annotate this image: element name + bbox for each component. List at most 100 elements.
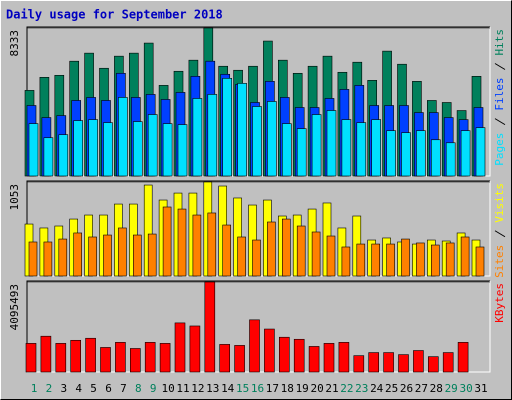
legend-label: Sites <box>493 245 506 278</box>
bar <box>192 98 203 177</box>
bar <box>207 94 218 177</box>
bar <box>103 234 112 277</box>
x-tick-label: 23 <box>355 382 368 395</box>
bar <box>416 242 425 277</box>
bar <box>177 124 188 177</box>
bar <box>222 224 231 277</box>
bar <box>162 206 172 277</box>
bar <box>311 231 321 277</box>
bar <box>237 83 247 177</box>
bar <box>207 212 217 277</box>
x-tick-label: 15 <box>236 382 249 395</box>
x-tick-label: 31 <box>474 382 487 395</box>
bar <box>174 322 186 373</box>
y-tick-label: 1053 <box>8 184 21 211</box>
bar <box>234 345 245 373</box>
bar <box>311 114 322 177</box>
bar <box>147 233 157 277</box>
x-tick-label: 6 <box>105 382 112 395</box>
x-tick-label: 13 <box>206 382 219 395</box>
bar <box>147 114 158 177</box>
bar <box>219 344 230 373</box>
x-tick-label: 20 <box>310 382 323 395</box>
bar <box>264 328 275 373</box>
x-tick-label: 25 <box>385 382 398 395</box>
bar <box>475 127 486 177</box>
legend: Hits Files Pages <box>493 29 506 166</box>
bar <box>371 119 382 177</box>
bar <box>368 352 380 373</box>
x-tick-label: 3 <box>60 382 67 395</box>
bar <box>356 122 367 177</box>
bar <box>398 354 409 373</box>
bar <box>323 343 335 373</box>
x-tick-label: 12 <box>191 382 204 395</box>
bar <box>383 352 394 373</box>
bar <box>413 350 424 373</box>
bar <box>25 343 37 373</box>
bar <box>118 227 127 277</box>
x-tick-label: 27 <box>415 382 428 395</box>
bar <box>43 137 54 177</box>
bar <box>177 208 187 277</box>
bar <box>73 232 82 277</box>
bar <box>192 214 202 277</box>
x-tick-label: 29 <box>445 382 458 395</box>
x-tick-label: 2 <box>46 382 53 395</box>
bar <box>40 335 52 373</box>
bar <box>73 120 83 177</box>
y-tick-group: 4095493 <box>8 284 21 330</box>
bar <box>252 106 262 177</box>
bar <box>249 319 260 373</box>
legend-label: Pages <box>493 133 506 166</box>
bar <box>281 218 291 277</box>
bar <box>222 78 232 177</box>
bar <box>130 348 141 373</box>
bar <box>43 241 53 277</box>
legend-label: Files <box>493 78 506 111</box>
x-tick-label: 22 <box>340 382 353 395</box>
x-tick-label: 4 <box>75 382 82 395</box>
y-tick-label: 4095493 <box>8 284 21 330</box>
panel-edge-dark <box>26 280 490 372</box>
bar <box>237 236 246 277</box>
bar <box>133 234 142 277</box>
bar <box>103 122 113 177</box>
x-tick-label: 28 <box>430 382 443 395</box>
bar <box>308 346 320 373</box>
legend-separator <box>494 230 506 238</box>
x-tick-label: 7 <box>120 382 127 395</box>
x-tick-label: 30 <box>459 382 472 395</box>
bar <box>115 342 126 373</box>
bar <box>416 130 426 177</box>
bar <box>88 119 98 177</box>
bar <box>58 134 69 177</box>
bar <box>118 97 128 177</box>
bar <box>85 337 96 373</box>
bar <box>430 244 440 277</box>
bar <box>326 235 336 277</box>
bar <box>341 119 352 177</box>
bar <box>281 123 292 177</box>
bar <box>100 347 111 373</box>
bar <box>28 123 39 177</box>
y-tick-group: 1053 <box>8 184 21 211</box>
bar <box>58 238 68 277</box>
bar <box>341 246 351 277</box>
chart-title: Daily usage for September 2018 <box>6 8 223 22</box>
x-tick-label: 18 <box>281 382 294 395</box>
bar <box>386 130 396 177</box>
bar <box>189 325 201 373</box>
y-tick-label: 8333 <box>8 30 21 57</box>
x-tick-label: 16 <box>251 382 264 395</box>
x-tick-label: 26 <box>400 382 413 395</box>
bar <box>371 243 381 277</box>
x-tick-label: 24 <box>370 382 384 395</box>
x-tick-label: 5 <box>90 382 97 395</box>
x-tick-label: 11 <box>176 382 189 395</box>
bar <box>162 123 173 177</box>
bar <box>296 128 307 177</box>
legend-label: Visits <box>493 183 506 223</box>
bar <box>353 355 365 373</box>
